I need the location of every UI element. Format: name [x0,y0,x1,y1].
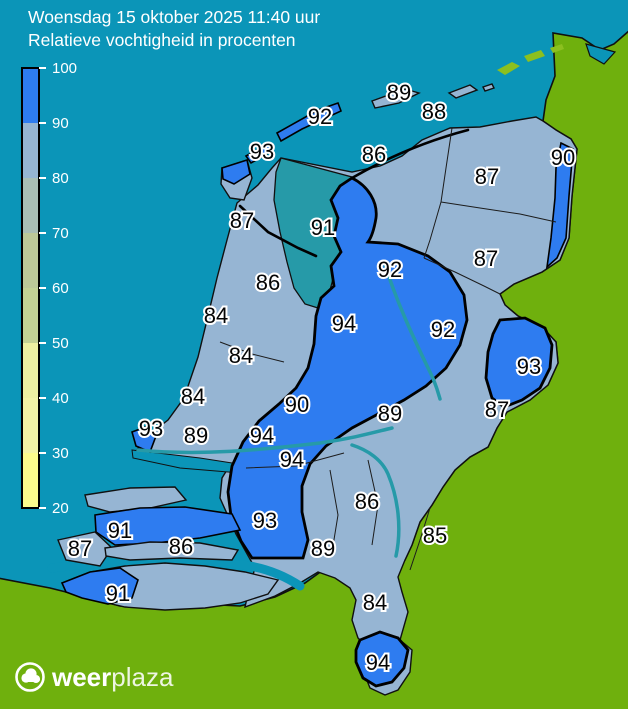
legend-tick-label: 70 [52,225,69,242]
province-border [329,469,339,553]
humidity-label: 87 [68,536,92,561]
logo-cloud-icon [21,668,40,683]
legend-band [22,343,39,398]
legend-band [22,453,39,508]
island-texel-north [221,158,251,185]
island-terschelling [275,101,343,143]
humidity-label: 86 [362,142,386,167]
humidity-label: 89 [184,423,208,448]
humidity-label: 91 [106,581,130,606]
island-schiermonnikoog [447,84,479,99]
legend-band [22,233,39,288]
legend-band [22,178,39,233]
province-border [367,459,379,546]
province-border [440,127,453,203]
humidity-label: 84 [181,384,205,409]
humidity-label: 89 [311,536,335,561]
humidity-label: 94 [280,447,304,472]
humidity-label: 93 [139,416,163,441]
legend-tick-label: 60 [52,280,69,297]
legend-band [22,68,39,123]
humidity-label: 89 [378,401,402,426]
island-rottum [482,83,495,92]
weerplaza-logo: weerplaza [15,662,174,692]
legend-tick-label: 90 [52,115,69,132]
island-vlieland [244,142,274,165]
logo-wordmark: weerplaza [51,662,174,692]
humidity-zone-90plus-central [226,176,469,560]
river-waal [136,426,394,455]
humidity-label: 94 [250,423,274,448]
humidity-label: 91 [311,215,335,240]
humidity-label: 92 [431,317,455,342]
humidity-label: 87 [474,246,498,271]
humidity-label: 84 [363,590,387,615]
german-island [497,62,520,75]
humidity-zone-90plus-south-limburg [354,630,410,688]
province-border [440,201,557,223]
humidity-label: 90 [285,392,309,417]
river-maas [350,443,401,558]
humidity-label: 92 [308,104,332,129]
legend-tick-label: 50 [52,335,69,352]
humidity-label: 86 [169,534,193,559]
humidity-label: 88 [422,99,446,124]
island-walcheren [57,531,113,567]
legend-tick-label: 20 [52,500,69,517]
province-border [423,201,442,259]
island-schouwen [84,486,188,513]
humidity-label: 93 [250,139,274,164]
humidity-label: 87 [485,397,509,422]
island-zeeland-blue [94,506,242,546]
humidity-label: 94 [366,650,390,675]
humidity-zone-90plus-northeast-strip [545,141,574,270]
german-island [524,50,545,62]
province-border [409,507,431,571]
ems-estuary [585,43,617,65]
humidity-label: 92 [378,257,402,282]
isoline-noordholland [238,204,318,258]
legend-colorbar: 100 90 80 70 60 50 40 30 20 [21,60,77,517]
humidity-label: 87 [230,208,254,233]
map-title-subject: Relatieve vochtigheid in procenten [28,30,296,50]
humidity-label: 94 [332,311,356,336]
humidity-label: 84 [204,303,228,328]
river-ijssel [382,260,442,401]
humidity-label: 93 [253,508,277,533]
province-border [423,257,501,295]
island-ameland [371,88,421,109]
legend-band [22,398,39,453]
humidity-label: 85 [423,523,447,548]
humidity-label: 86 [256,270,280,295]
zeeuws-vlaanderen-blue [60,567,139,605]
province-border [245,452,345,469]
westerschelde-channel [47,556,305,591]
humidity-zone-90plus-coast-sliver [131,425,157,454]
legend-tick-label: 100 [52,60,77,77]
legend-band [22,123,39,178]
map-title-date: Woensdag 15 oktober 2025 11:40 uur [28,7,320,27]
humidity-labels: 92 89 88 93 86 90 87 87 91 86 92 87 84 94 92 84 93 84 90 93… [66,78,577,677]
province-border [219,341,285,363]
humidity-label: 87 [475,164,499,189]
legend-tick-label: 80 [52,170,69,187]
logo-cloud-ring-icon [15,662,45,692]
humidity-zone-90plus-twente [484,316,554,409]
legend-tick-label: 30 [52,445,69,462]
humidity-label: 91 [108,518,132,543]
humidity-label: 90 [551,145,575,170]
humidity-label: 93 [517,354,541,379]
isoline-friesland [350,128,470,180]
legend-band [22,288,39,343]
german-island [550,44,564,53]
humidity-label: 89 [387,80,411,105]
island-zuid-beveland [104,541,240,561]
legend-tick-label: 40 [52,390,69,407]
humidity-label: 84 [229,343,253,368]
humidity-label: 86 [355,489,379,514]
